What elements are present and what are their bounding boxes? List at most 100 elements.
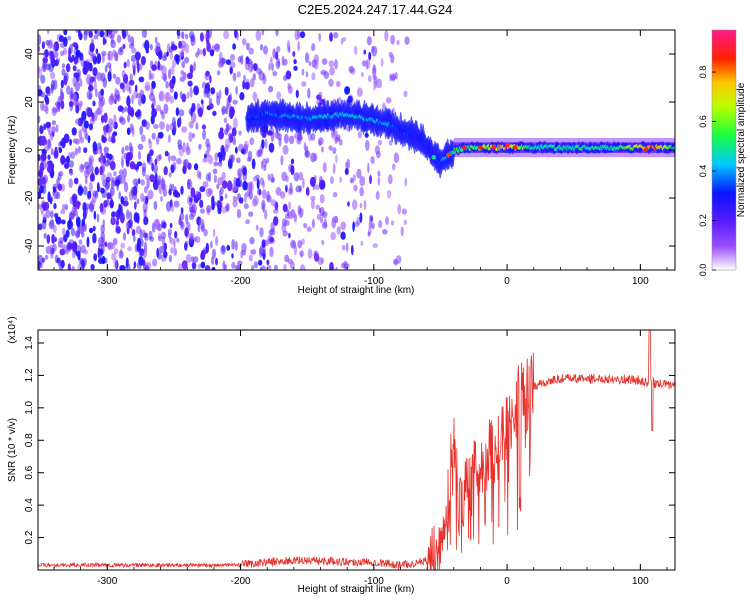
noise-speckle bbox=[123, 195, 128, 203]
noise-speckle bbox=[119, 265, 126, 270]
noise-speckle bbox=[282, 144, 289, 155]
noise-speckle bbox=[272, 208, 279, 214]
noise-speckle bbox=[144, 39, 150, 51]
spectrogram-x-axis-label: Height of straight line (km) bbox=[298, 285, 415, 296]
noise-speckle bbox=[206, 205, 212, 213]
spectrogram-y-tick-label: 40 bbox=[24, 48, 35, 60]
noise-speckle bbox=[42, 56, 48, 64]
noise-speckle bbox=[286, 208, 290, 217]
noise-speckle bbox=[249, 237, 255, 245]
noise-speckle bbox=[160, 195, 163, 202]
noise-speckle bbox=[261, 30, 265, 36]
noise-speckle bbox=[60, 157, 67, 163]
noise-speckle bbox=[205, 188, 212, 198]
noise-speckle bbox=[101, 173, 107, 183]
noise-speckle bbox=[38, 153, 41, 162]
noise-speckle bbox=[372, 75, 378, 80]
snr-y-tick-label: 0.2 bbox=[24, 530, 35, 544]
noise-speckle bbox=[376, 78, 382, 89]
noise-speckle bbox=[217, 177, 224, 186]
noise-speckle bbox=[83, 185, 88, 196]
noise-speckle bbox=[264, 138, 268, 149]
noise-speckle bbox=[287, 43, 291, 54]
noise-speckle bbox=[261, 239, 266, 249]
noise-speckle bbox=[66, 85, 71, 95]
noise-speckle bbox=[229, 66, 233, 75]
noise-speckle bbox=[348, 65, 355, 73]
noise-speckle bbox=[294, 213, 297, 223]
noise-speckle bbox=[390, 34, 395, 45]
noise-speckle bbox=[385, 216, 389, 226]
noise-speckle bbox=[161, 236, 166, 246]
noise-speckle bbox=[314, 184, 320, 191]
noise-speckle bbox=[259, 44, 264, 51]
noise-speckle bbox=[246, 42, 250, 51]
noise-speckle bbox=[241, 38, 247, 46]
noise-speckle bbox=[258, 259, 263, 266]
ridge-peak bbox=[504, 143, 510, 148]
noise-speckle bbox=[82, 223, 86, 233]
noise-speckle bbox=[189, 64, 194, 75]
noise-speckle bbox=[169, 46, 173, 53]
noise-speckle bbox=[202, 129, 207, 140]
noise-speckle bbox=[53, 149, 59, 159]
noise-speckle bbox=[162, 188, 168, 197]
noise-speckle bbox=[121, 106, 125, 114]
noise-speckle bbox=[115, 53, 118, 62]
noise-speckle bbox=[224, 193, 228, 199]
noise-speckle bbox=[255, 30, 262, 41]
noise-speckle bbox=[94, 166, 99, 176]
noise-speckle bbox=[109, 190, 113, 201]
noise-speckle bbox=[298, 171, 304, 181]
noise-speckle bbox=[387, 189, 392, 199]
noise-speckle bbox=[211, 248, 217, 259]
noise-speckle bbox=[64, 204, 69, 211]
noise-speckle bbox=[149, 43, 153, 51]
noise-speckle bbox=[209, 49, 215, 57]
noise-speckle bbox=[137, 143, 144, 151]
noise-speckle bbox=[221, 206, 227, 214]
noise-speckle bbox=[139, 89, 145, 100]
noise-speckle bbox=[174, 54, 180, 63]
noise-speckle bbox=[89, 76, 95, 82]
noise-speckle bbox=[371, 45, 378, 57]
noise-speckle bbox=[178, 116, 182, 127]
noise-speckle bbox=[332, 147, 337, 155]
noise-speckle bbox=[59, 42, 66, 49]
noise-speckle bbox=[313, 153, 318, 162]
noise-speckle bbox=[165, 81, 169, 89]
noise-speckle bbox=[108, 125, 111, 137]
noise-speckle bbox=[38, 115, 41, 123]
noise-speckle bbox=[47, 165, 53, 174]
noise-speckle bbox=[161, 221, 167, 229]
noise-speckle bbox=[182, 262, 186, 270]
noise-speckle bbox=[232, 199, 238, 208]
noise-speckle bbox=[105, 180, 111, 190]
noise-speckle bbox=[157, 64, 163, 71]
noise-speckle bbox=[248, 211, 254, 217]
noise-speckle bbox=[151, 80, 156, 90]
noise-speckle bbox=[92, 100, 96, 107]
noise-speckle bbox=[393, 152, 400, 163]
noise-speckle bbox=[99, 166, 103, 176]
noise-speckle bbox=[238, 130, 242, 136]
noise-speckle bbox=[232, 72, 237, 82]
noise-speckle bbox=[210, 240, 213, 249]
colorbar-frame bbox=[711, 29, 737, 271]
noise-speckle bbox=[308, 60, 312, 67]
noise-speckle bbox=[175, 107, 180, 117]
noise-speckle bbox=[235, 85, 238, 95]
noise-speckle bbox=[352, 221, 355, 232]
noise-speckle bbox=[129, 161, 136, 170]
noise-speckle bbox=[255, 224, 259, 231]
noise-speckle bbox=[274, 264, 278, 270]
noise-speckle bbox=[319, 176, 323, 186]
noise-speckle bbox=[256, 67, 262, 75]
noise-speckle bbox=[314, 59, 319, 70]
noise-speckle bbox=[225, 203, 230, 211]
noise-speckle bbox=[332, 215, 338, 223]
noise-speckle bbox=[69, 138, 73, 146]
noise-speckle bbox=[208, 30, 212, 39]
noise-speckle bbox=[294, 30, 300, 41]
noise-speckle bbox=[214, 152, 218, 162]
